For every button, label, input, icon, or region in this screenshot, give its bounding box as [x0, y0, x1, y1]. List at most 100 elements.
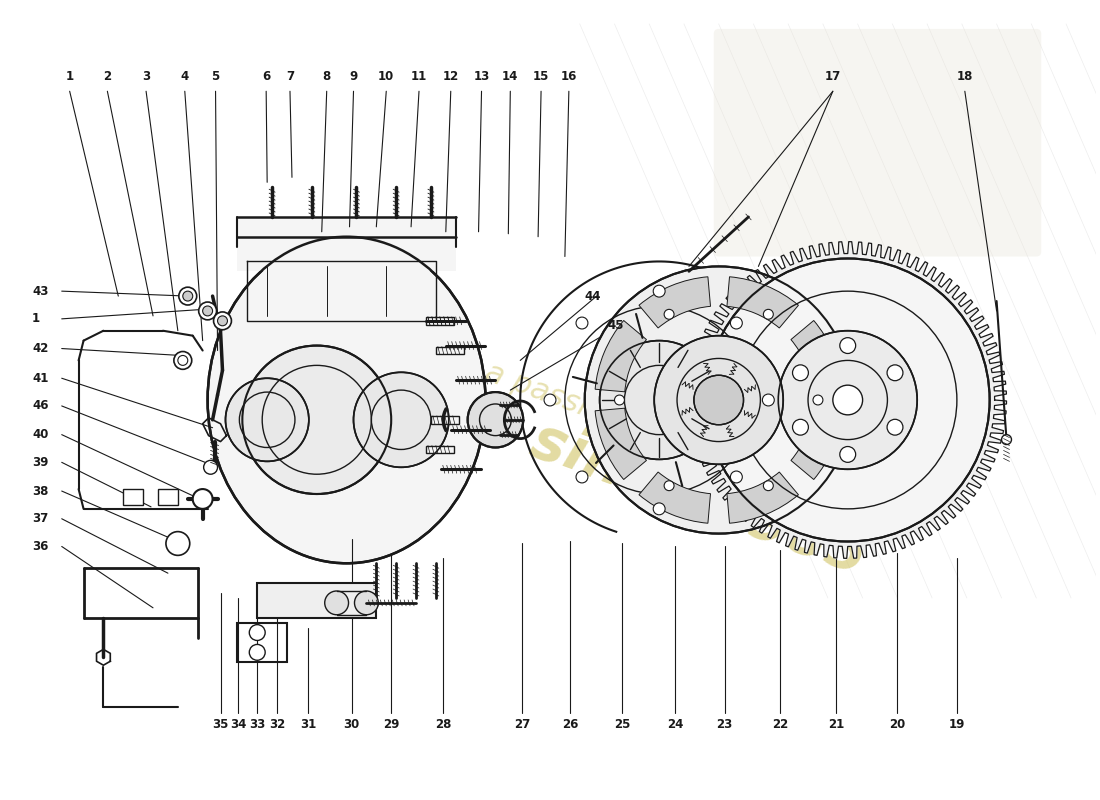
Text: 40: 40: [32, 428, 48, 441]
Text: 17: 17: [825, 70, 842, 83]
Circle shape: [763, 310, 773, 319]
Bar: [238, 622, 287, 662]
Text: 9: 9: [350, 70, 358, 83]
Circle shape: [213, 312, 231, 330]
Text: 5: 5: [211, 70, 220, 83]
Text: 11: 11: [411, 70, 427, 83]
Text: 38: 38: [32, 485, 48, 498]
Wedge shape: [791, 408, 843, 479]
Text: 4: 4: [180, 70, 189, 83]
Circle shape: [792, 419, 808, 435]
Circle shape: [792, 365, 808, 381]
Text: 45: 45: [607, 319, 624, 332]
Circle shape: [226, 378, 309, 462]
Circle shape: [192, 489, 212, 509]
Wedge shape: [595, 408, 647, 479]
Circle shape: [706, 258, 990, 542]
Text: 16: 16: [561, 70, 578, 83]
Circle shape: [664, 481, 674, 490]
Circle shape: [664, 310, 674, 319]
Circle shape: [468, 392, 524, 447]
Circle shape: [763, 481, 773, 490]
Text: 1: 1: [32, 312, 40, 326]
Circle shape: [653, 286, 666, 297]
Text: 32: 32: [270, 718, 285, 731]
Text: 6: 6: [262, 70, 271, 83]
Text: 10: 10: [378, 70, 395, 83]
Bar: [158, 489, 178, 505]
Circle shape: [1002, 434, 1012, 445]
Circle shape: [179, 287, 197, 305]
Circle shape: [813, 395, 823, 405]
Text: 7: 7: [286, 70, 294, 83]
Text: 13: 13: [473, 70, 490, 83]
Circle shape: [576, 471, 587, 483]
Text: 25: 25: [614, 718, 630, 731]
FancyBboxPatch shape: [714, 29, 1042, 257]
Circle shape: [615, 395, 625, 405]
Wedge shape: [595, 321, 647, 392]
Text: 30: 30: [343, 718, 360, 731]
Circle shape: [694, 375, 744, 425]
Text: 3: 3: [142, 70, 150, 83]
Circle shape: [730, 471, 743, 483]
Text: since 1985: since 1985: [524, 412, 875, 586]
Text: 2: 2: [103, 70, 111, 83]
Polygon shape: [689, 242, 1006, 558]
Text: 41: 41: [32, 372, 48, 385]
Text: 33: 33: [249, 718, 265, 731]
Wedge shape: [727, 472, 799, 523]
Text: 8: 8: [322, 70, 331, 83]
Circle shape: [354, 591, 378, 614]
Bar: [257, 583, 376, 618]
Circle shape: [544, 394, 556, 406]
Text: 34: 34: [230, 718, 246, 731]
Bar: [238, 217, 455, 271]
Circle shape: [199, 302, 217, 320]
Text: 46: 46: [32, 399, 48, 413]
Ellipse shape: [208, 237, 485, 563]
Circle shape: [653, 503, 666, 514]
Wedge shape: [639, 277, 711, 328]
Circle shape: [183, 291, 192, 301]
Circle shape: [600, 341, 718, 459]
Circle shape: [202, 306, 212, 316]
Circle shape: [576, 317, 587, 329]
Text: 44: 44: [585, 290, 602, 302]
Wedge shape: [727, 277, 799, 328]
Text: 39: 39: [32, 456, 48, 469]
Text: 27: 27: [514, 718, 530, 731]
Circle shape: [654, 336, 783, 464]
Bar: [426, 317, 453, 325]
Circle shape: [887, 365, 903, 381]
Circle shape: [585, 266, 852, 534]
Text: 42: 42: [32, 342, 48, 355]
Text: 21: 21: [827, 718, 844, 731]
Text: 35: 35: [212, 718, 229, 731]
Circle shape: [242, 346, 392, 494]
Text: 29: 29: [383, 718, 399, 731]
Circle shape: [353, 372, 449, 467]
Circle shape: [250, 645, 265, 660]
Wedge shape: [639, 472, 711, 523]
Circle shape: [779, 330, 917, 470]
Text: 18: 18: [957, 70, 974, 83]
Text: 14: 14: [502, 70, 518, 83]
Circle shape: [839, 338, 856, 354]
Circle shape: [839, 446, 856, 462]
Text: 22: 22: [772, 718, 789, 731]
Circle shape: [324, 591, 349, 614]
Text: 19: 19: [948, 718, 965, 731]
Circle shape: [730, 317, 743, 329]
Text: 26: 26: [562, 718, 578, 731]
Circle shape: [166, 532, 189, 555]
Bar: [123, 489, 143, 505]
Circle shape: [250, 625, 265, 641]
Text: 12: 12: [442, 70, 459, 83]
Text: 28: 28: [434, 718, 451, 731]
Bar: [426, 446, 453, 454]
Circle shape: [833, 385, 862, 415]
Circle shape: [762, 394, 774, 406]
Circle shape: [174, 351, 191, 370]
Text: 43: 43: [32, 285, 48, 298]
